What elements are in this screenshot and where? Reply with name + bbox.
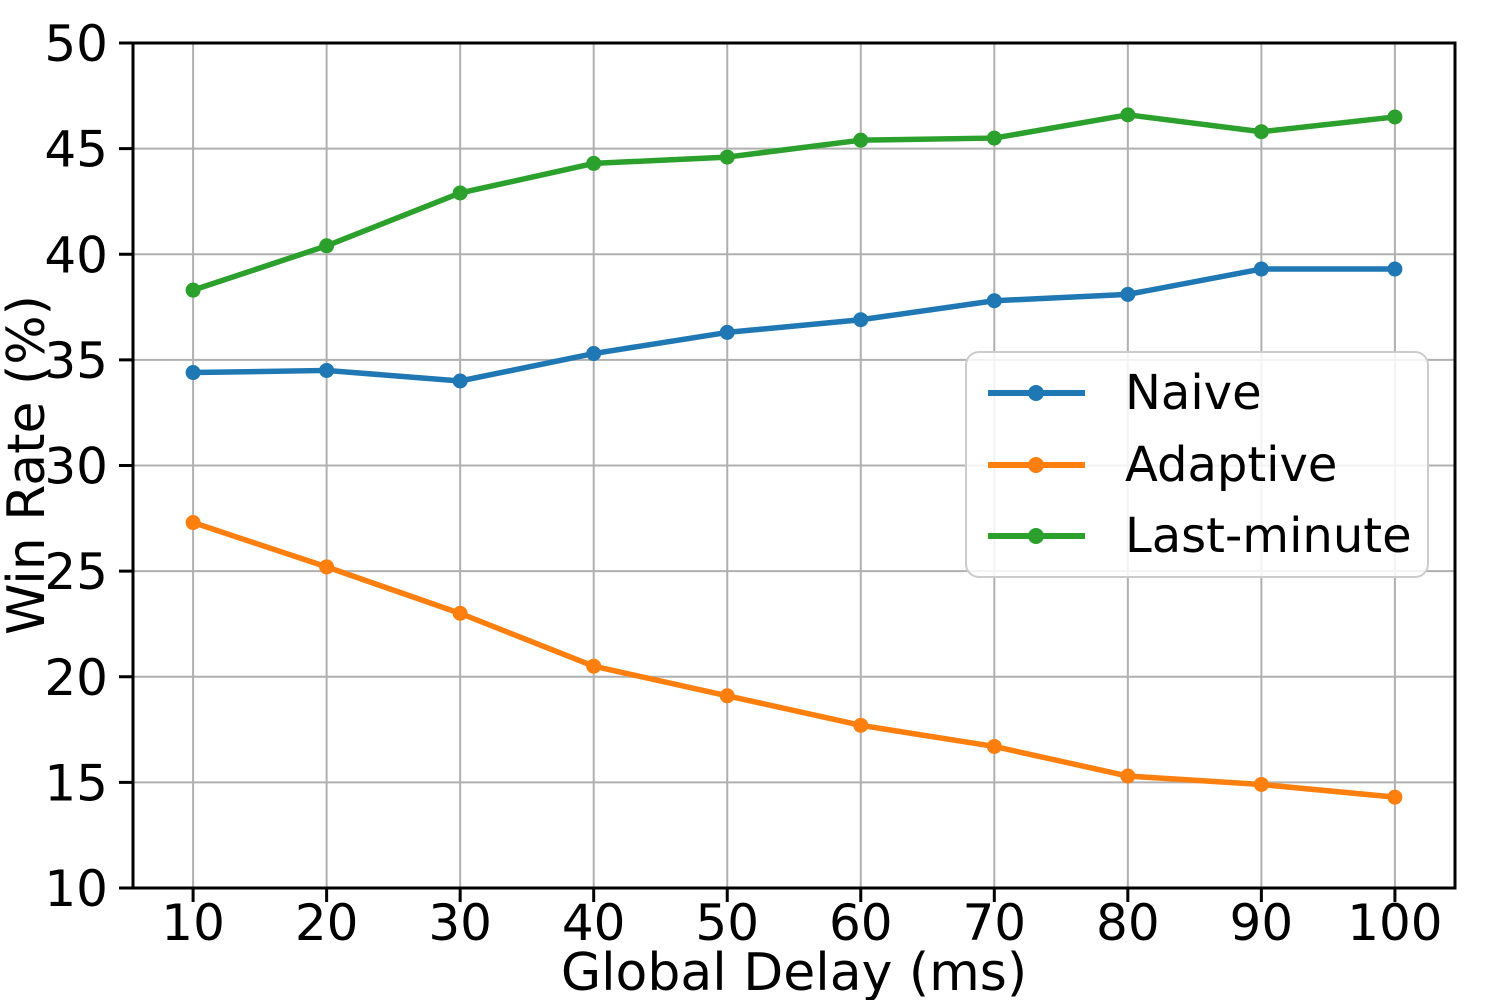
data-point <box>1120 286 1136 302</box>
data-point <box>853 132 869 148</box>
x-tick-label: 60 <box>829 894 893 952</box>
data-point <box>719 688 735 704</box>
data-point <box>1253 124 1269 140</box>
data-point <box>853 312 869 328</box>
data-point <box>185 365 201 381</box>
y-tick-label: 50 <box>44 15 108 73</box>
data-point <box>719 149 735 165</box>
data-point <box>1253 261 1269 277</box>
x-tick-label: 20 <box>295 894 359 952</box>
y-axis-title: Win Rate (%) <box>0 295 57 635</box>
x-tick-label: 90 <box>1230 894 1294 952</box>
data-point <box>319 559 335 575</box>
x-tick-label: 10 <box>161 894 225 952</box>
legend-label: Adaptive <box>1125 436 1338 493</box>
y-tick-label: 10 <box>44 860 108 918</box>
data-point <box>1253 776 1269 792</box>
data-point <box>1387 789 1403 805</box>
data-point <box>452 605 468 621</box>
legend-item-last-minute: Last-minute <box>967 500 1427 572</box>
legend-label: Last-minute <box>1125 508 1412 565</box>
data-point <box>1120 107 1136 123</box>
data-point <box>319 238 335 254</box>
x-tick-label: 100 <box>1347 894 1442 952</box>
data-point <box>986 293 1002 309</box>
data-point <box>986 130 1002 146</box>
y-tick-label: 20 <box>44 649 108 707</box>
x-tick-label: 70 <box>962 894 1026 952</box>
data-point <box>986 738 1002 754</box>
x-tick-label: 30 <box>428 894 492 952</box>
data-point <box>185 515 201 531</box>
x-tick-label: 40 <box>562 894 626 952</box>
y-tick-label: 35 <box>44 332 108 390</box>
legend-line-sample <box>988 384 1085 401</box>
data-point <box>185 282 201 298</box>
series-line-naive <box>190 266 1398 384</box>
legend-line-sample <box>988 456 1085 473</box>
y-tick-label: 25 <box>44 543 108 601</box>
data-point <box>853 717 869 733</box>
data-point <box>586 155 602 171</box>
legend: Naive Adaptive Last-minute <box>965 351 1429 578</box>
series-line-adaptive <box>190 519 1398 800</box>
data-point <box>1387 109 1403 125</box>
legend-item-adaptive: Adaptive <box>967 429 1427 501</box>
x-tick-label: 80 <box>1096 894 1160 952</box>
data-point <box>1120 768 1136 784</box>
y-tick-label: 40 <box>44 226 108 284</box>
data-point <box>719 324 735 340</box>
data-point <box>586 658 602 674</box>
data-point <box>452 373 468 389</box>
series-line-last-minute <box>190 112 1398 293</box>
y-tick-label: 45 <box>44 121 108 179</box>
y-tick-label: 15 <box>44 754 108 812</box>
data-point <box>452 185 468 201</box>
data-point <box>319 362 335 378</box>
y-tick-label: 30 <box>44 438 108 496</box>
legend-label: Naive <box>1125 364 1262 421</box>
data-point <box>586 346 602 362</box>
legend-item-naive: Naive <box>967 357 1427 429</box>
x-tick-label: 50 <box>695 894 759 952</box>
legend-line-sample <box>988 528 1085 545</box>
data-point <box>1387 261 1403 277</box>
x-axis-title: Global Delay (ms) <box>561 943 1027 1000</box>
